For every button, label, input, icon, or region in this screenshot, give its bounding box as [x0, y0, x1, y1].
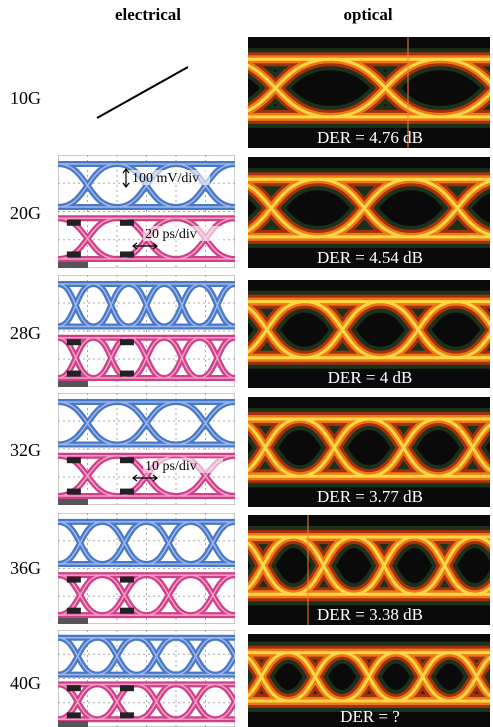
electrical-eye — [23, 275, 271, 387]
rate-label: 10G — [10, 88, 41, 108]
scope-tag — [67, 712, 81, 718]
der-label: DER = 4.76 dB — [317, 128, 423, 147]
figure: electrical optical 10G DER = 4.76 dB 20G DE… — [0, 0, 493, 727]
scope-tag — [67, 457, 81, 463]
scope-tag — [67, 608, 81, 614]
scope-tag — [67, 577, 81, 583]
scope-tag — [120, 685, 134, 691]
scope-tag — [120, 371, 134, 377]
scope-tag — [120, 712, 134, 718]
scope-tag — [120, 489, 134, 495]
rate-label: 32G — [10, 440, 41, 460]
scope-tag — [67, 685, 81, 691]
optical-header: optical — [343, 5, 392, 24]
scope-tag — [67, 371, 81, 377]
der-label: DER = 4 dB — [328, 368, 413, 387]
electrical-header: electrical — [115, 5, 181, 24]
annotation: 10 ps/div — [145, 459, 197, 474]
scope-tag — [67, 489, 81, 495]
annotation: 100 mV/div — [132, 171, 199, 186]
scope-tag — [67, 220, 81, 226]
der-label: DER = 3.38 dB — [317, 605, 423, 624]
scope-tag — [120, 608, 134, 614]
scope-tag — [120, 251, 134, 257]
scope-tag — [120, 220, 134, 226]
der-label: DER = ? — [340, 707, 400, 726]
scope-tag — [120, 577, 134, 583]
annotation: 20 ps/div — [145, 227, 197, 242]
scope-footer — [58, 618, 88, 624]
optical-eye — [111, 37, 493, 148]
scope-tag — [67, 339, 81, 345]
rate-label: 36G — [10, 558, 41, 578]
scope-footer — [58, 262, 88, 268]
der-label: DER = 4.54 dB — [317, 248, 423, 267]
electrical-eye — [14, 513, 280, 624]
scope-footer — [58, 721, 88, 727]
scope-tag — [120, 339, 134, 345]
no-data-slash — [97, 67, 188, 118]
rate-label: 40G — [10, 673, 41, 693]
scope-tag — [67, 251, 81, 257]
rate-label: 28G — [10, 323, 41, 343]
scope-footer — [58, 499, 88, 505]
electrical-eye — [19, 630, 255, 727]
der-label: DER = 3.77 dB — [317, 487, 423, 506]
scope-footer — [58, 381, 88, 387]
scope-tag — [120, 457, 134, 463]
rate-label: 20G — [10, 203, 41, 223]
